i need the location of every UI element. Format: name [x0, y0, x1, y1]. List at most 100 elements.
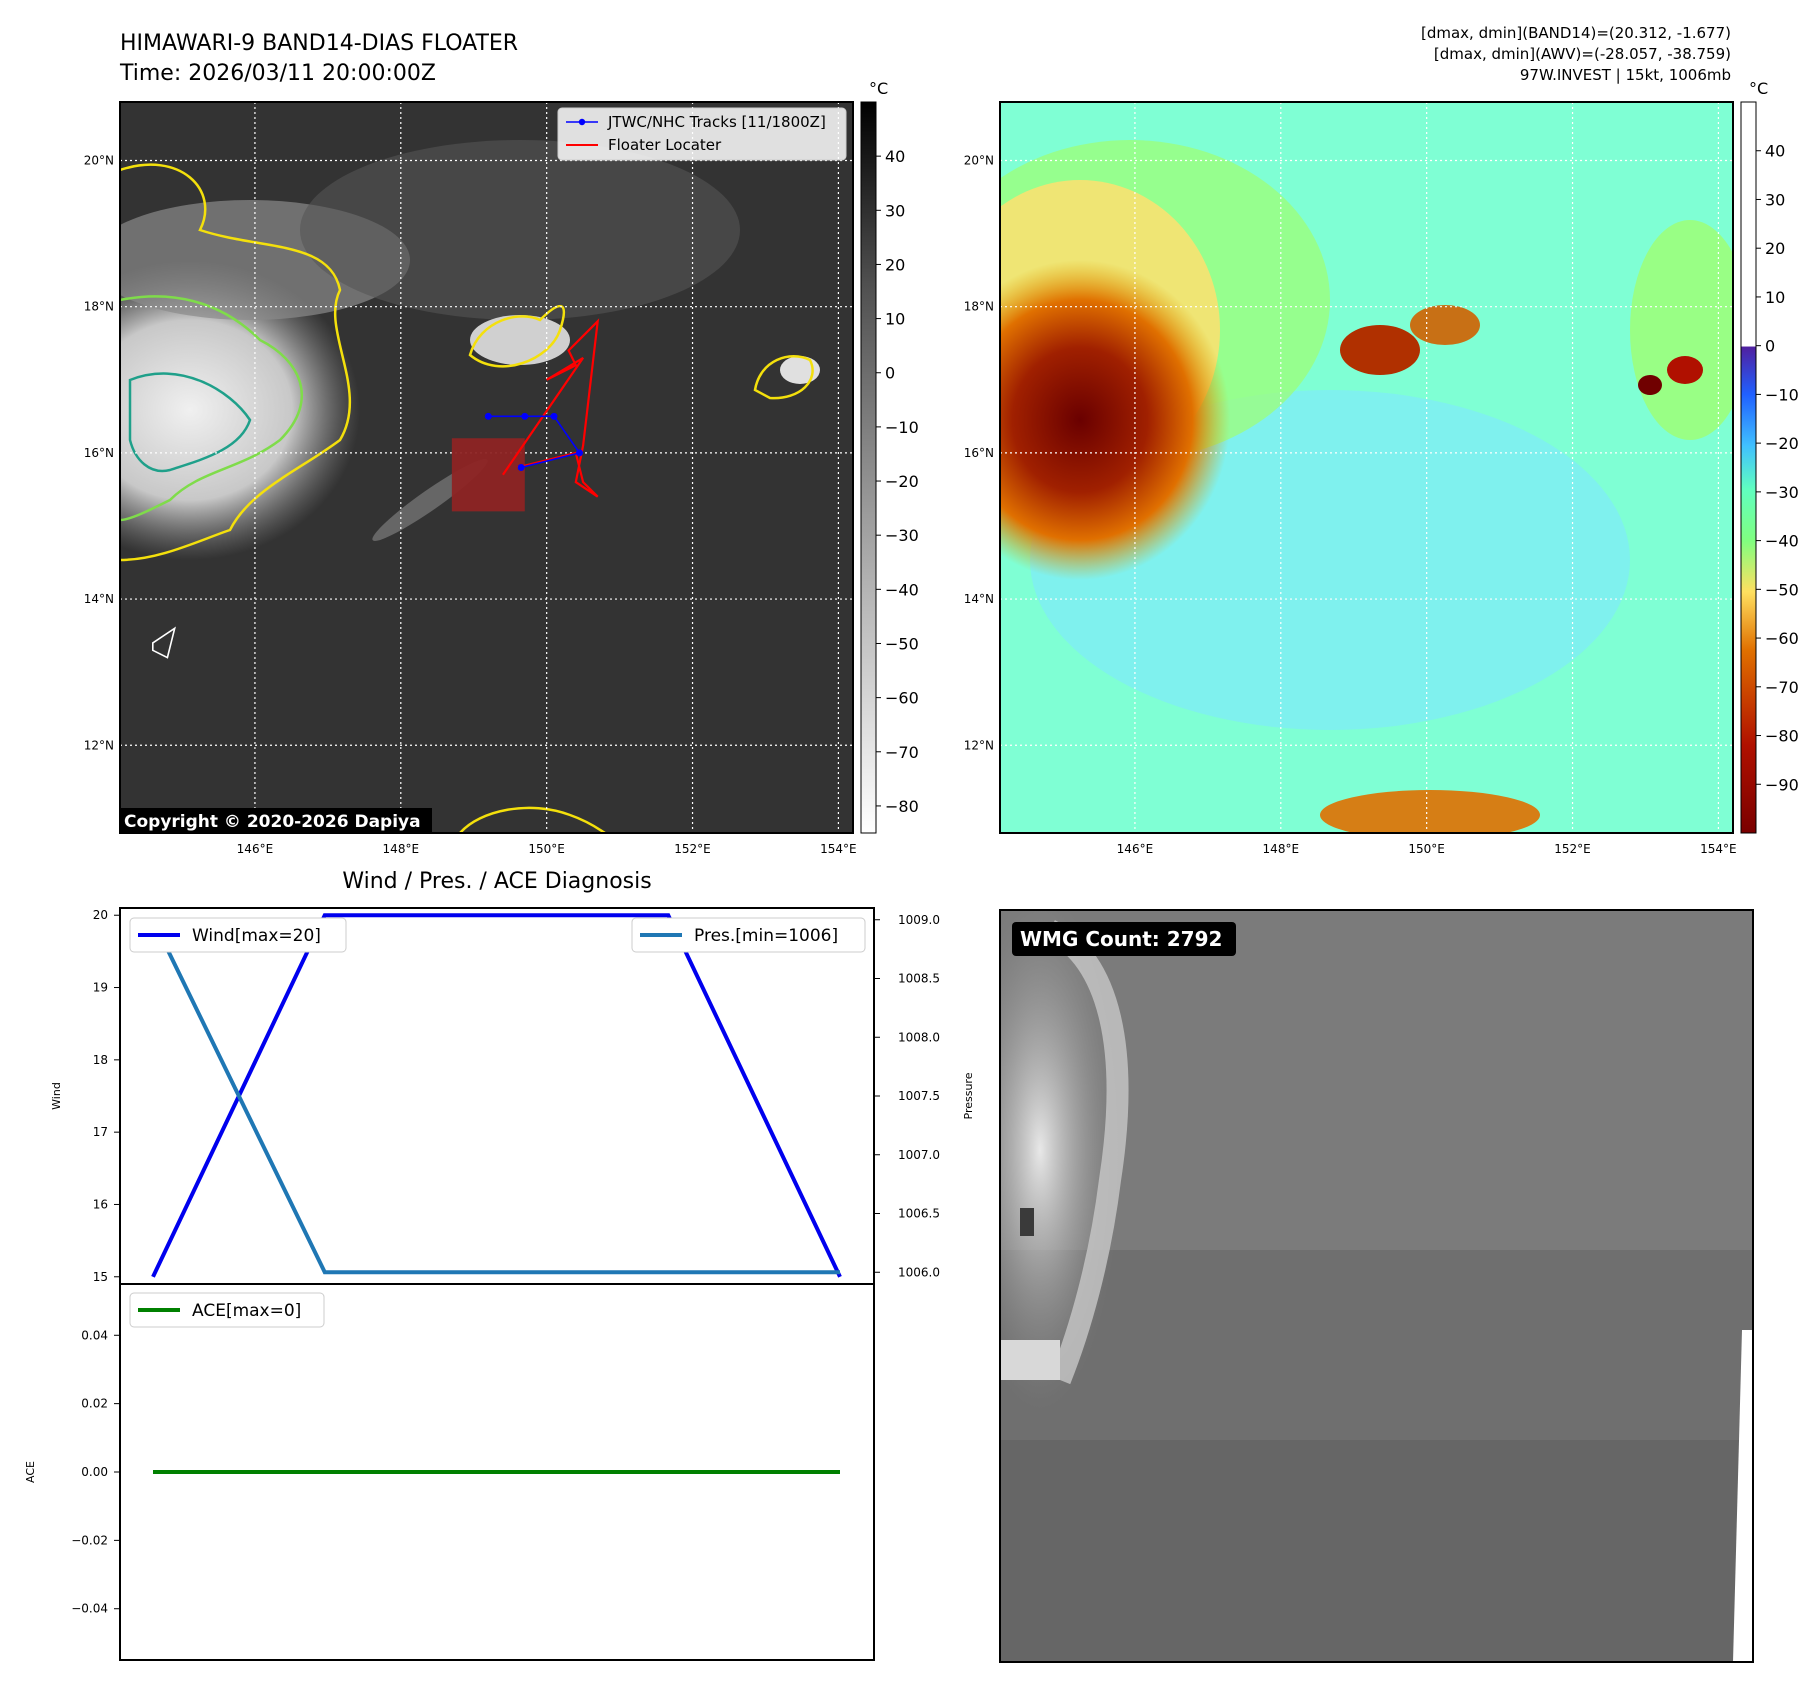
ir-cloud-haze — [300, 140, 740, 320]
awv-lat-tick-1: 18°N — [964, 300, 994, 314]
ace-legend-box — [129, 1292, 325, 1328]
awv-cbar-ticklabel-7: −30 — [1765, 483, 1799, 502]
ir-colorbar-ticks: 40 30 20 10 0 −10 −20 −30 −40 −50 −60 −70 −80 — [876, 147, 919, 816]
ir-lon-tick-3: 152°E — [674, 842, 711, 856]
awv-cbar-ticklabel-6: −20 — [1765, 434, 1799, 453]
info-awv-range: [dmax, dmin](AWV)=(-28.057, -38.759) — [1434, 45, 1731, 63]
track-point-3 — [575, 449, 583, 457]
awv-lat-tick-0: 20°N — [964, 153, 994, 167]
pressure-ticklabel-4: 1007.0 — [898, 1148, 940, 1162]
ace-ticklabel-2: 0.00 — [81, 1465, 108, 1479]
wmg-edge-mask — [1733, 1330, 1753, 1662]
awv-cbar-ticklabel-1: 30 — [1765, 190, 1785, 209]
awv-colorbar: °C 40 30 20 10 0 −10 −20 −30 −40 −50 −60 −70 −80 −90 — [1740, 79, 1799, 834]
awv-cbar-ticklabel-11: −70 — [1765, 678, 1799, 697]
pressure-ticklabel-2: 1008.0 — [898, 1030, 940, 1044]
awv-lon-tick-4: 154°E — [1700, 842, 1737, 856]
awv-map-panel: 146°E 148°E 150°E 152°E 154°E 20°N 18°N 16°N 14… — [964, 101, 1737, 856]
awv-lon-ticks: 146°E 148°E 150°E 152°E 154°E — [1117, 842, 1737, 856]
wind-series-line — [151, 913, 842, 1278]
pressure-legend: Pres.[min=1006] — [631, 917, 866, 953]
ir-map-legend: JTWC/NHC Tracks [11/1800Z] Floater Locat… — [557, 107, 847, 161]
track-point-2 — [550, 412, 558, 420]
pressure-series-line — [151, 918, 840, 1275]
floater-locater-path — [501, 318, 600, 498]
awv-cold-blob-2 — [1410, 305, 1480, 345]
ir-cloud-blob-2 — [780, 356, 820, 384]
awv-colorbar-ticks: 40 30 20 10 0 −10 −20 −30 −40 −50 −60 −70 −80 −90 — [1756, 142, 1799, 794]
awv-cbar-ticklabel-8: −40 — [1765, 532, 1799, 551]
ace-ticklabel-0: 0.04 — [81, 1328, 108, 1342]
ir-cbar-ticklabel-5: −10 — [885, 418, 919, 437]
ir-cbar-ticklabel-2: 20 — [885, 255, 905, 274]
wmg-bright-pixels — [1000, 1340, 1060, 1380]
ace-ticklabel-3: −0.02 — [71, 1533, 108, 1547]
awv-south-band — [1320, 790, 1540, 833]
awv-cbar-ticklabel-5: −10 — [1765, 385, 1799, 404]
ir-cbar-ticklabel-4: 0 — [885, 364, 895, 383]
wind-ticklabel-4: 16 — [93, 1197, 108, 1211]
ir-cbar-ticklabel-6: −20 — [885, 472, 919, 491]
pressure-legend-label: Pres.[min=1006] — [694, 926, 838, 946]
ir-cbar-ticklabel-11: −70 — [885, 743, 919, 762]
legend-box — [557, 107, 847, 161]
jtwc-track-points — [484, 412, 583, 471]
awv-lon-tick-1: 148°E — [1263, 842, 1300, 856]
awv-cbar-ticklabel-12: −80 — [1765, 727, 1799, 746]
ir-contour-blob-1 — [468, 304, 566, 368]
info-band14-range: [dmax, dmin](BAND14)=(20.312, -1.677) — [1421, 24, 1731, 42]
ace-axis-label: ACE — [24, 1461, 37, 1483]
ir-contour-teal — [128, 372, 252, 473]
ir-colorbar: °C 40 30 20 10 0 −10 −20 −30 −40 −50 −60 −70 −80 — [860, 79, 919, 834]
wmg-dark-pixel — [1020, 1208, 1034, 1236]
awv-lat-tick-2: 16°N — [964, 446, 994, 460]
wmg-frame — [999, 909, 1754, 1663]
copyright-text: Copyright © 2020-2026 Dapiya — [124, 812, 421, 832]
ir-lon-tick-2: 150°E — [528, 842, 565, 856]
wind-legend-box — [129, 917, 347, 953]
ir-cloud-field — [120, 140, 820, 833]
awv-map-gridlines — [1000, 102, 1733, 833]
awv-lat-tick-4: 12°N — [964, 738, 994, 752]
wind-ticklabel-0: 20 — [93, 908, 108, 922]
awv-lon-tick-0: 146°E — [1117, 842, 1154, 856]
ir-cbar-ticklabel-1: 30 — [885, 201, 905, 220]
awv-cold-core — [1000, 260, 1230, 580]
ir-cbar-ticklabel-8: −40 — [885, 580, 919, 599]
wmg-field — [1000, 910, 1753, 1662]
ir-map-panel: JTWC/NHC Tracks [11/1800Z] Floater Locat… — [84, 101, 857, 856]
awv-cold-blob-4 — [1638, 375, 1662, 395]
ir-cbar-ticklabel-7: −30 — [885, 526, 919, 545]
ir-contour-green — [120, 295, 304, 522]
legend-locater-label: Floater Locater — [608, 136, 722, 154]
awv-cold-blob-1 — [1340, 325, 1420, 375]
ir-cbar-ticklabel-12: −80 — [885, 797, 919, 816]
ace-legend: ACE[max=0] — [129, 1292, 325, 1328]
awv-cbar-ticklabel-0: 40 — [1765, 142, 1785, 161]
pressure-legend-box — [631, 917, 866, 953]
ace-chart: 0.04 0.02 0.00 −0.02 −0.04 ACE ACE[max=0] — [24, 1283, 875, 1661]
ir-cloud-blob-1 — [470, 315, 570, 365]
awv-cbar-ticklabel-3: 10 — [1765, 288, 1785, 307]
ir-lon-tick-1: 148°E — [383, 842, 420, 856]
pressure-ticklabel-1: 1008.5 — [898, 972, 940, 986]
wmg-bright-arc — [1044, 920, 1129, 1385]
wmg-lower-shade — [1000, 1440, 1753, 1662]
ir-contour-yellow — [120, 163, 351, 562]
awv-cold-blob-3 — [1667, 356, 1703, 384]
ir-cbar-ticklabel-0: 40 — [885, 147, 905, 166]
ir-contour-blob-2 — [753, 355, 814, 400]
ir-lat-tick-3: 14°N — [84, 592, 114, 606]
wmg-count-label: WMG Count: 2792 — [1020, 927, 1222, 951]
awv-colorbar-bar — [1740, 101, 1757, 834]
legend-track-marker — [578, 118, 586, 126]
awv-cbar-ticklabel-13: −90 — [1765, 775, 1799, 794]
awv-cbar-ticklabel-2: 20 — [1765, 239, 1785, 258]
pressure-ticklabel-0: 1009.0 — [898, 913, 940, 927]
wind-legend: Wind[max=20] — [129, 917, 347, 953]
wind-axis-label: Wind — [50, 1082, 63, 1110]
ir-cbar-ticklabel-3: 10 — [885, 310, 905, 329]
awv-colorbar-unit: °C — [1749, 79, 1768, 98]
ir-colorbar-bar — [860, 101, 877, 834]
